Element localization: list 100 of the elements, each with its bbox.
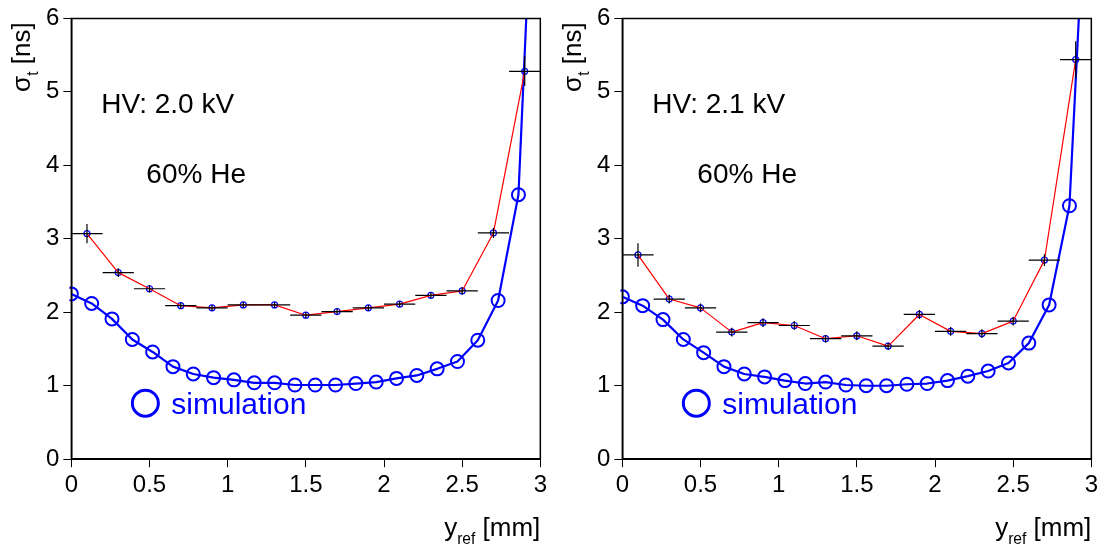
x-tick-label: 1.5 (289, 470, 323, 498)
x-tick-label: 1.5 (840, 470, 874, 498)
y-tick-label: 5 (596, 76, 611, 104)
y-tick-label: 1 (596, 370, 611, 398)
point (226, 372, 242, 388)
point (853, 332, 861, 340)
point (665, 295, 673, 303)
y-axis-title: σt [ns] (557, 22, 592, 92)
point (206, 370, 222, 386)
x-tick-label: 1 (220, 470, 235, 498)
y-tick-label: 6 (596, 3, 611, 31)
x-tick-label: 2.5 (445, 470, 479, 498)
y-tick-label: 1 (45, 370, 60, 398)
point (696, 345, 712, 361)
point (978, 329, 986, 338)
y-tick-label: 0 (45, 443, 60, 471)
point (757, 369, 773, 385)
point (879, 378, 895, 394)
y-tick-label: 4 (596, 149, 611, 177)
point (246, 375, 262, 391)
point (165, 359, 181, 375)
point (396, 300, 404, 308)
point (716, 359, 732, 375)
point (919, 376, 935, 392)
point (940, 373, 956, 389)
y-tick-label: 3 (596, 223, 611, 251)
point (389, 370, 405, 386)
point (114, 269, 122, 277)
point (307, 377, 323, 393)
point (145, 344, 161, 360)
point (696, 304, 705, 312)
point (1021, 335, 1037, 351)
point (675, 331, 691, 347)
y-tick-label: 5 (45, 76, 60, 104)
point (267, 375, 283, 391)
y-tick-label: 0 (596, 443, 611, 471)
point (302, 311, 310, 319)
point (1041, 297, 1057, 313)
point (145, 285, 154, 293)
point (736, 366, 752, 382)
point (1040, 256, 1049, 264)
y-tick-label: 4 (45, 149, 60, 177)
x-tick-label: 3 (1084, 470, 1099, 498)
point (427, 291, 435, 299)
x-tick-label: 3 (533, 470, 548, 498)
point (521, 67, 529, 75)
point (1072, 55, 1080, 64)
x-tick-label: 0.5 (683, 470, 718, 498)
point (790, 321, 798, 330)
x-tick-label: 1 (771, 470, 786, 498)
y-tick-label: 2 (45, 296, 60, 324)
point (287, 377, 303, 393)
point (858, 378, 874, 394)
annotation: HV: 2.1 kV (652, 88, 786, 120)
point (458, 287, 466, 295)
point (239, 301, 247, 309)
point (1009, 317, 1017, 325)
point (348, 376, 364, 392)
point (1000, 355, 1016, 371)
annotation: 60% He (697, 158, 797, 190)
point (208, 304, 216, 312)
point (449, 353, 465, 369)
point (364, 304, 372, 312)
point (915, 310, 923, 319)
point (333, 307, 341, 316)
annotation: HV: 2.0 kV (101, 88, 235, 120)
point (899, 376, 915, 392)
x-tick-label: 0.5 (132, 470, 167, 498)
point (84, 295, 100, 311)
point (368, 374, 384, 390)
legend-label: simulation (171, 387, 307, 421)
point (177, 302, 185, 310)
point (759, 318, 767, 327)
point (490, 293, 506, 309)
y-tick-label: 3 (45, 223, 60, 251)
point (960, 368, 976, 384)
point (83, 230, 91, 238)
point (777, 373, 793, 389)
point (409, 367, 425, 383)
point (470, 332, 486, 348)
point (1061, 198, 1077, 214)
x-tick-label: 2 (928, 470, 942, 498)
point (489, 229, 498, 237)
point (980, 363, 996, 379)
x-tick-label: 0 (615, 470, 630, 498)
x-tick-label: 2.5 (996, 470, 1030, 498)
point (818, 374, 834, 390)
point (185, 366, 201, 382)
point (838, 377, 854, 393)
y-tick-label: 6 (45, 3, 60, 31)
y-axis-title: σt [ns] (6, 22, 41, 92)
point (328, 377, 344, 393)
annotation: 60% He (146, 158, 246, 190)
point (947, 327, 955, 335)
point (797, 376, 813, 392)
point (270, 301, 279, 309)
point (104, 311, 120, 327)
point (124, 331, 140, 347)
legend-label: simulation (722, 387, 858, 421)
x-tick-label: 2 (377, 470, 391, 498)
